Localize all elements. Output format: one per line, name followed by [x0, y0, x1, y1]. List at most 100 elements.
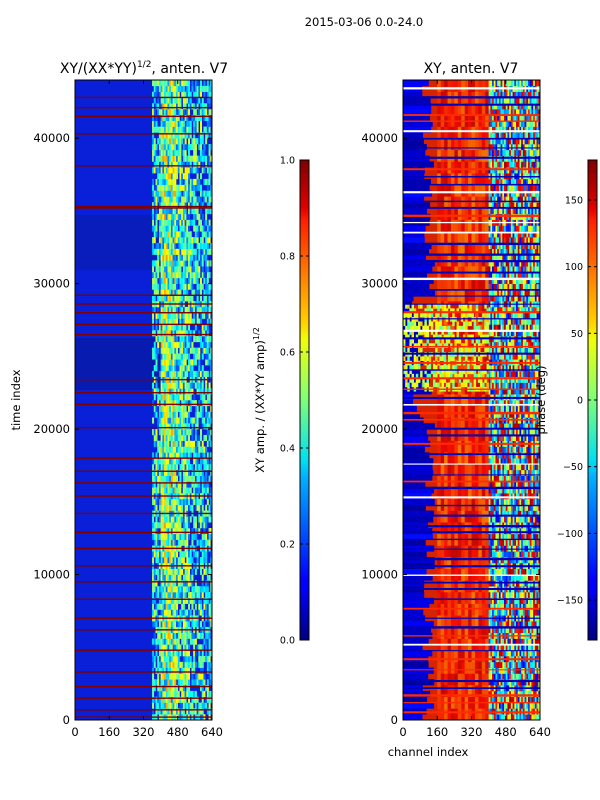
amp-cell	[200, 306, 203, 314]
amp-cell	[169, 161, 172, 168]
phase-cell	[524, 638, 527, 645]
phase-cell	[457, 196, 462, 209]
phase-cell	[517, 609, 520, 616]
amp-cell	[203, 586, 206, 593]
phase-cell	[534, 609, 537, 616]
amp-cell	[165, 144, 168, 151]
phase-cell	[492, 679, 495, 686]
phase-cell	[403, 516, 434, 523]
amp-cell	[172, 155, 175, 162]
amp-cell	[191, 696, 194, 703]
phase-cell	[481, 138, 486, 151]
amp-cell	[201, 708, 204, 715]
amp-cell	[169, 702, 172, 709]
amp-cell	[181, 365, 184, 372]
amp-cell	[181, 126, 184, 133]
amp-cell	[194, 237, 197, 244]
amp-cell	[184, 481, 187, 488]
amp-cell	[165, 539, 168, 546]
phase-cell	[504, 690, 507, 698]
amp-cell	[184, 434, 187, 442]
amp-cell	[164, 336, 167, 343]
amp-cell	[206, 91, 209, 98]
phase-cell	[526, 673, 529, 680]
phase-cell	[512, 702, 515, 709]
phase-cell	[478, 103, 483, 116]
amp-cell	[165, 708, 168, 715]
amp-cell	[208, 306, 211, 314]
phase-cell	[538, 644, 540, 651]
phase-cell	[517, 714, 520, 720]
amp-cell	[153, 144, 156, 151]
amp-cell	[196, 138, 199, 145]
phase-cell	[497, 679, 500, 686]
amp-cell	[206, 498, 209, 506]
amp-cell	[206, 656, 209, 663]
phase-cell	[507, 702, 510, 709]
amp-cell	[186, 458, 189, 465]
phase-cell	[403, 97, 431, 104]
amp-cell	[155, 312, 158, 319]
amp-cell	[189, 161, 192, 168]
amp-cell	[182, 405, 185, 412]
amp-cell	[162, 202, 165, 209]
amp-cell	[205, 487, 208, 494]
amp-cell	[176, 621, 179, 628]
amp-cell	[182, 365, 185, 372]
amp-cell	[203, 289, 206, 296]
amp-cell	[167, 440, 170, 447]
amp-cell	[165, 603, 168, 610]
amp-cell	[169, 219, 172, 226]
amp-cell	[194, 155, 197, 162]
amp-cell	[160, 138, 163, 145]
phase-cell	[507, 603, 510, 610]
amp-cell	[162, 219, 165, 226]
amp-cell	[201, 516, 204, 523]
phase-cell	[528, 667, 531, 674]
phase-cell	[533, 603, 536, 610]
amp-cell	[160, 283, 163, 290]
phase-cell	[534, 650, 537, 657]
amp-cell	[169, 190, 172, 197]
amp-cell	[194, 597, 197, 604]
amp-cell	[186, 114, 189, 122]
phase-cell	[507, 661, 510, 668]
amp-cell	[188, 440, 191, 447]
phase-cell	[403, 149, 426, 156]
amp-cell	[170, 330, 173, 337]
phase-cell	[516, 673, 519, 680]
amp-cell	[167, 272, 170, 279]
amp-cell	[152, 592, 155, 599]
amp-cell	[165, 592, 168, 599]
amp-cell	[210, 132, 212, 139]
amp-cell	[182, 359, 185, 366]
phase-cell	[481, 417, 486, 430]
phase-cell	[464, 650, 469, 663]
amp-cell	[208, 533, 211, 540]
amp-cell	[189, 656, 192, 663]
amp-cell	[164, 458, 167, 465]
amp-cell	[176, 318, 179, 325]
amp-cell	[198, 516, 201, 523]
amp-cell	[177, 91, 180, 98]
amp-cell	[191, 318, 194, 325]
amp-cell	[181, 231, 184, 238]
amp-cell	[205, 522, 208, 529]
amp-cell	[194, 504, 197, 511]
amp-cell	[165, 184, 168, 191]
phase-cell	[519, 597, 522, 604]
amp-cell	[172, 464, 175, 471]
phase-cell	[514, 661, 517, 668]
phase-cell	[531, 667, 534, 674]
amp-cell	[170, 173, 173, 180]
phase-cell	[440, 184, 445, 197]
amp-cell	[198, 248, 201, 255]
amp-cell	[152, 557, 155, 564]
amp-cell	[201, 324, 204, 331]
phase-cell	[457, 219, 462, 232]
amp-cell	[174, 388, 177, 395]
phase-cell	[512, 644, 515, 651]
amp-cell	[170, 539, 173, 546]
phase-cell	[461, 196, 465, 209]
amp-cell	[165, 97, 168, 104]
